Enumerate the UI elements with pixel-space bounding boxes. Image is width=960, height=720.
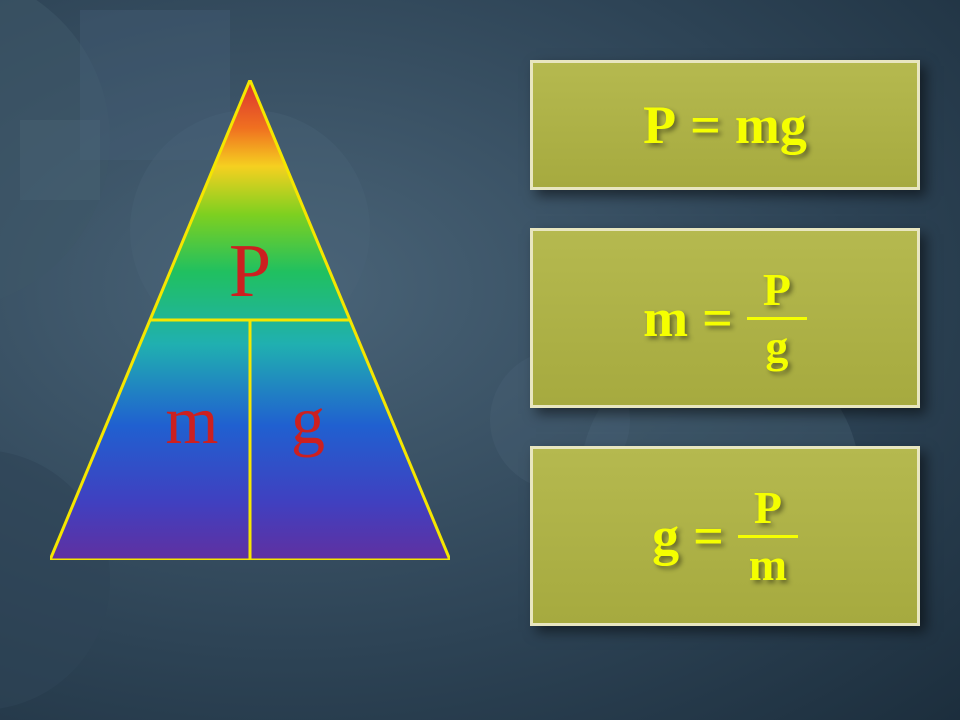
formula-equals: = — [690, 98, 721, 152]
formula-text: P = mg — [643, 98, 807, 152]
formula-box-1: m = Pg — [530, 228, 920, 408]
formula-rhs: mg — [735, 98, 807, 152]
formula-box-0: P = mg — [530, 60, 920, 190]
formula-text: g = Pm — [652, 485, 798, 588]
formula-equals: = — [702, 291, 733, 345]
formula-lhs: P — [643, 98, 676, 152]
formula-lhs: g — [652, 509, 679, 563]
fraction-numerator: P — [744, 485, 792, 535]
triangle-svg — [50, 80, 450, 560]
slide-content: P m g P=mgm=Pgg=Pm — [0, 0, 960, 720]
formula-equals: = — [693, 509, 724, 563]
formula-fraction: Pg — [747, 267, 807, 370]
formula-lhs: m — [643, 291, 688, 345]
formula-box-2: g = Pm — [530, 446, 920, 626]
triangle-label-p: P — [200, 228, 300, 315]
formula-column: P=mgm=Pgg=Pm — [530, 60, 920, 626]
fraction-denominator: m — [739, 538, 797, 588]
fraction-denominator: g — [755, 320, 798, 370]
fraction-numerator: P — [753, 267, 801, 317]
triangle-label-g: g — [258, 381, 358, 460]
formula-triangle: P m g — [50, 80, 450, 560]
formula-fraction: Pm — [738, 485, 798, 588]
formula-text: m = Pg — [643, 267, 807, 370]
triangle-label-m: m — [142, 381, 242, 460]
